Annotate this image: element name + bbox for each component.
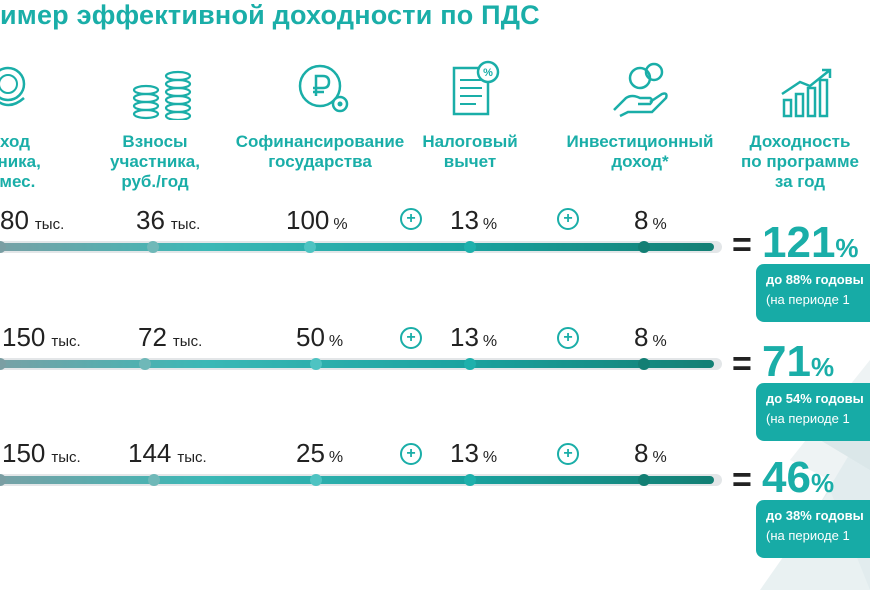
plus-icon: +: [400, 327, 422, 349]
header-cofinancing: Софинансирование государства: [235, 132, 405, 171]
progress-track: [0, 241, 722, 253]
track-dot: [0, 474, 6, 486]
progress-fill: [0, 360, 714, 368]
page-title: имер эффективной доходности по ПДС: [0, 0, 540, 30]
track-dot: [0, 241, 6, 253]
track-dot: [139, 358, 151, 370]
result-note-period: (на периоде 1: [766, 528, 850, 543]
coin-stacks-icon: [132, 70, 192, 120]
cofinancing-value: 100%: [286, 205, 348, 235]
tax-value: 13%: [450, 322, 498, 352]
growth-chart-icon: [781, 68, 832, 118]
tax-value: 13%: [450, 438, 498, 468]
result-value: 121%: [762, 218, 859, 267]
ruble-gear-icon: [298, 64, 349, 113]
header-contributions: Взносы участника, руб./год: [110, 132, 200, 191]
progress-fill: [0, 243, 714, 251]
contribution-value: 144 тыс.: [128, 438, 207, 468]
plus-icon: +: [557, 443, 579, 465]
result-note-rate: до 54% годовы: [766, 391, 864, 406]
hand-coins-icon: [613, 62, 668, 118]
track-dot: [147, 241, 159, 253]
result-note-box: до 54% годовы (на периоде 1: [756, 383, 870, 441]
equals-sign: =: [732, 345, 752, 383]
income-value: 80 тыс.: [0, 205, 65, 235]
contribution-value: 72 тыс.: [138, 322, 203, 352]
contribution-value: 36 тыс.: [136, 205, 201, 235]
income-value: 150 тыс.: [2, 322, 81, 352]
result-note-period: (на периоде 1: [766, 411, 850, 426]
result-value: 71%: [762, 337, 835, 386]
track-dot: [638, 358, 650, 370]
result-note-box: до 88% годовы (на периоде 1: [756, 264, 870, 322]
investment-value: 8%: [634, 322, 667, 352]
header-income: ход тника, /мес.: [0, 132, 41, 191]
svg-text:%: %: [483, 67, 493, 79]
track-dot: [148, 474, 160, 486]
track-dot: [464, 241, 476, 253]
progress-fill: [0, 476, 714, 484]
result-note-period: (на периоде 1: [766, 292, 850, 307]
plus-icon: +: [557, 327, 579, 349]
track-dot: [0, 358, 6, 370]
progress-track: [0, 474, 722, 486]
plus-icon: +: [400, 208, 422, 230]
track-dot: [638, 241, 650, 253]
track-dot: [464, 474, 476, 486]
track-dot: [304, 241, 316, 253]
progress-track: [0, 358, 722, 370]
investment-value: 8%: [634, 438, 667, 468]
cofinancing-value: 50%: [296, 322, 344, 352]
result-note-rate: до 38% годовы: [766, 508, 864, 523]
equals-sign: =: [732, 226, 752, 264]
coins-icon: [0, 66, 26, 107]
header-tax-deduction: Налоговый вычет: [422, 132, 518, 171]
header-investment-income: Инвестиционный доход*: [566, 132, 714, 171]
plus-icon: +: [400, 443, 422, 465]
result-note-box: до 38% годовы (на периоде 1: [756, 500, 870, 558]
track-dot: [310, 358, 322, 370]
income-value: 150 тыс.: [2, 438, 81, 468]
plus-icon: +: [557, 208, 579, 230]
cofinancing-value: 25%: [296, 438, 344, 468]
tax-value: 13%: [450, 205, 498, 235]
result-value: 46%: [762, 453, 835, 502]
track-dot: [464, 358, 476, 370]
tax-document-icon: %: [452, 60, 500, 116]
header-annual-yield: Доходность по программе за год: [741, 132, 859, 191]
equals-sign: =: [732, 461, 752, 499]
investment-value: 8%: [634, 205, 667, 235]
track-dot: [638, 474, 650, 486]
result-note-rate: до 88% годовы: [766, 272, 864, 287]
track-dot: [310, 474, 322, 486]
